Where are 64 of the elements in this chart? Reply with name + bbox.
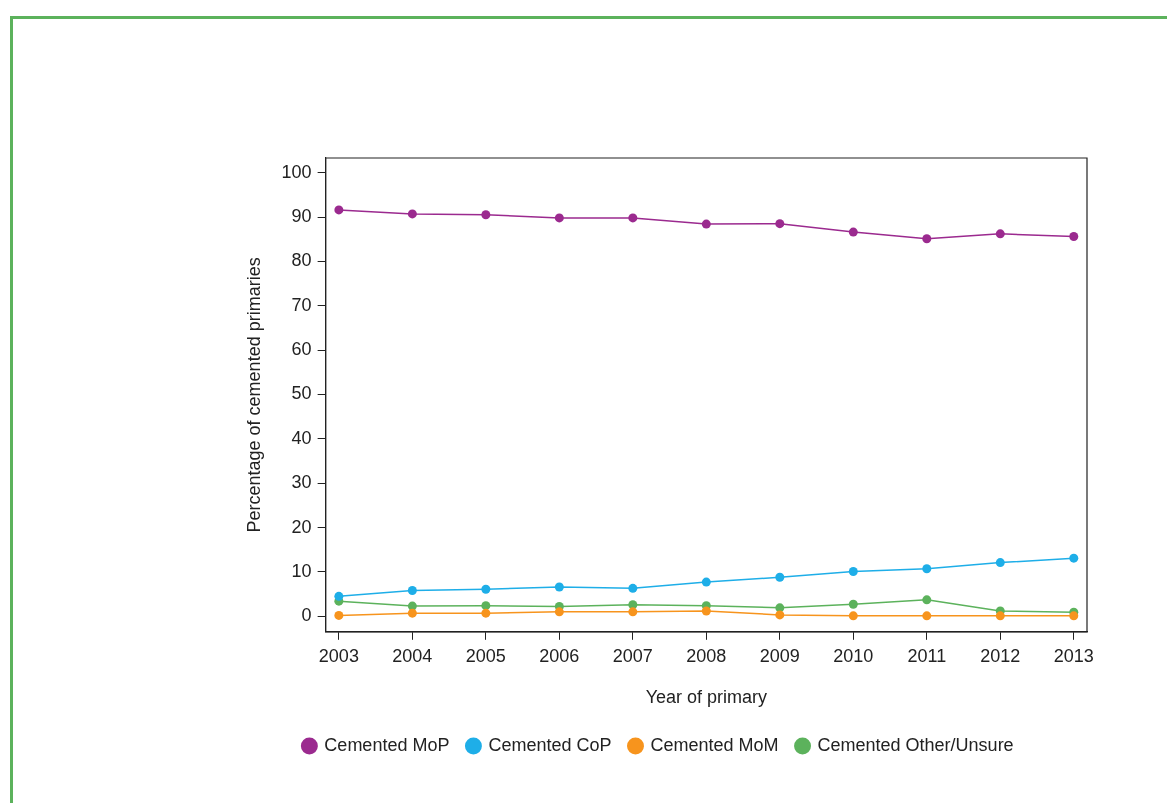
y-tick-label: 20 xyxy=(291,516,312,537)
point xyxy=(1069,611,1079,621)
point xyxy=(848,566,858,576)
point xyxy=(334,610,344,620)
legend-label: Cemented Other/Unsure xyxy=(817,734,1014,755)
legend-label: Cemented MoP xyxy=(324,734,450,755)
y-tick-label: 0 xyxy=(301,605,312,626)
point xyxy=(848,611,858,621)
point xyxy=(481,608,491,618)
point xyxy=(701,606,711,616)
point xyxy=(995,229,1005,239)
point xyxy=(628,583,638,593)
y-axis-title: Percentage of cemented primaries xyxy=(243,257,264,533)
x-tick-label: 2003 xyxy=(318,645,359,666)
y-tick-label: 80 xyxy=(291,250,312,271)
point xyxy=(922,564,932,574)
x-tick-label: 2005 xyxy=(465,645,506,666)
point xyxy=(701,219,711,229)
point xyxy=(334,591,344,601)
x-tick-label: 2013 xyxy=(1053,645,1094,666)
y-tick-label: 30 xyxy=(291,472,312,493)
point xyxy=(775,610,785,620)
point xyxy=(848,227,858,237)
point xyxy=(775,572,785,582)
point xyxy=(554,582,564,592)
y-tick-label: 90 xyxy=(291,205,312,226)
point xyxy=(481,601,491,611)
y-tick-label: 70 xyxy=(291,294,312,315)
point xyxy=(407,209,417,219)
x-axis-title: Year of primary xyxy=(645,687,768,708)
point xyxy=(701,577,711,587)
y-tick-label: 40 xyxy=(291,427,312,448)
x-tick-label: 2009 xyxy=(759,645,800,666)
y-tick-label: 10 xyxy=(291,560,312,581)
y-tick-label: 60 xyxy=(291,339,312,360)
point xyxy=(848,599,858,609)
point xyxy=(407,586,417,596)
x-tick-label: 2011 xyxy=(907,645,947,666)
point xyxy=(628,213,638,223)
y-tick-label: 100 xyxy=(281,161,312,182)
legend-label: Cemented CoP xyxy=(488,734,612,755)
point xyxy=(554,607,564,617)
point xyxy=(995,558,1005,568)
x-tick-label: 2004 xyxy=(392,645,433,666)
legend-label: Cemented MoM xyxy=(650,734,779,755)
point xyxy=(922,234,932,244)
point xyxy=(922,611,932,621)
point xyxy=(407,608,417,618)
point xyxy=(334,205,344,215)
x-tick-label: 2007 xyxy=(612,645,653,666)
point xyxy=(1069,553,1079,563)
point xyxy=(1069,232,1079,242)
point xyxy=(628,607,638,617)
point xyxy=(995,611,1005,621)
point xyxy=(922,595,932,605)
point xyxy=(554,213,564,223)
point xyxy=(775,219,785,229)
point xyxy=(481,584,491,594)
point xyxy=(481,210,491,220)
x-tick-label: 2008 xyxy=(686,645,727,666)
y-tick-label: 50 xyxy=(291,383,312,404)
x-tick-label: 2010 xyxy=(833,645,874,666)
x-tick-label: 2006 xyxy=(539,645,580,666)
x-tick-label: 2012 xyxy=(980,645,1021,666)
